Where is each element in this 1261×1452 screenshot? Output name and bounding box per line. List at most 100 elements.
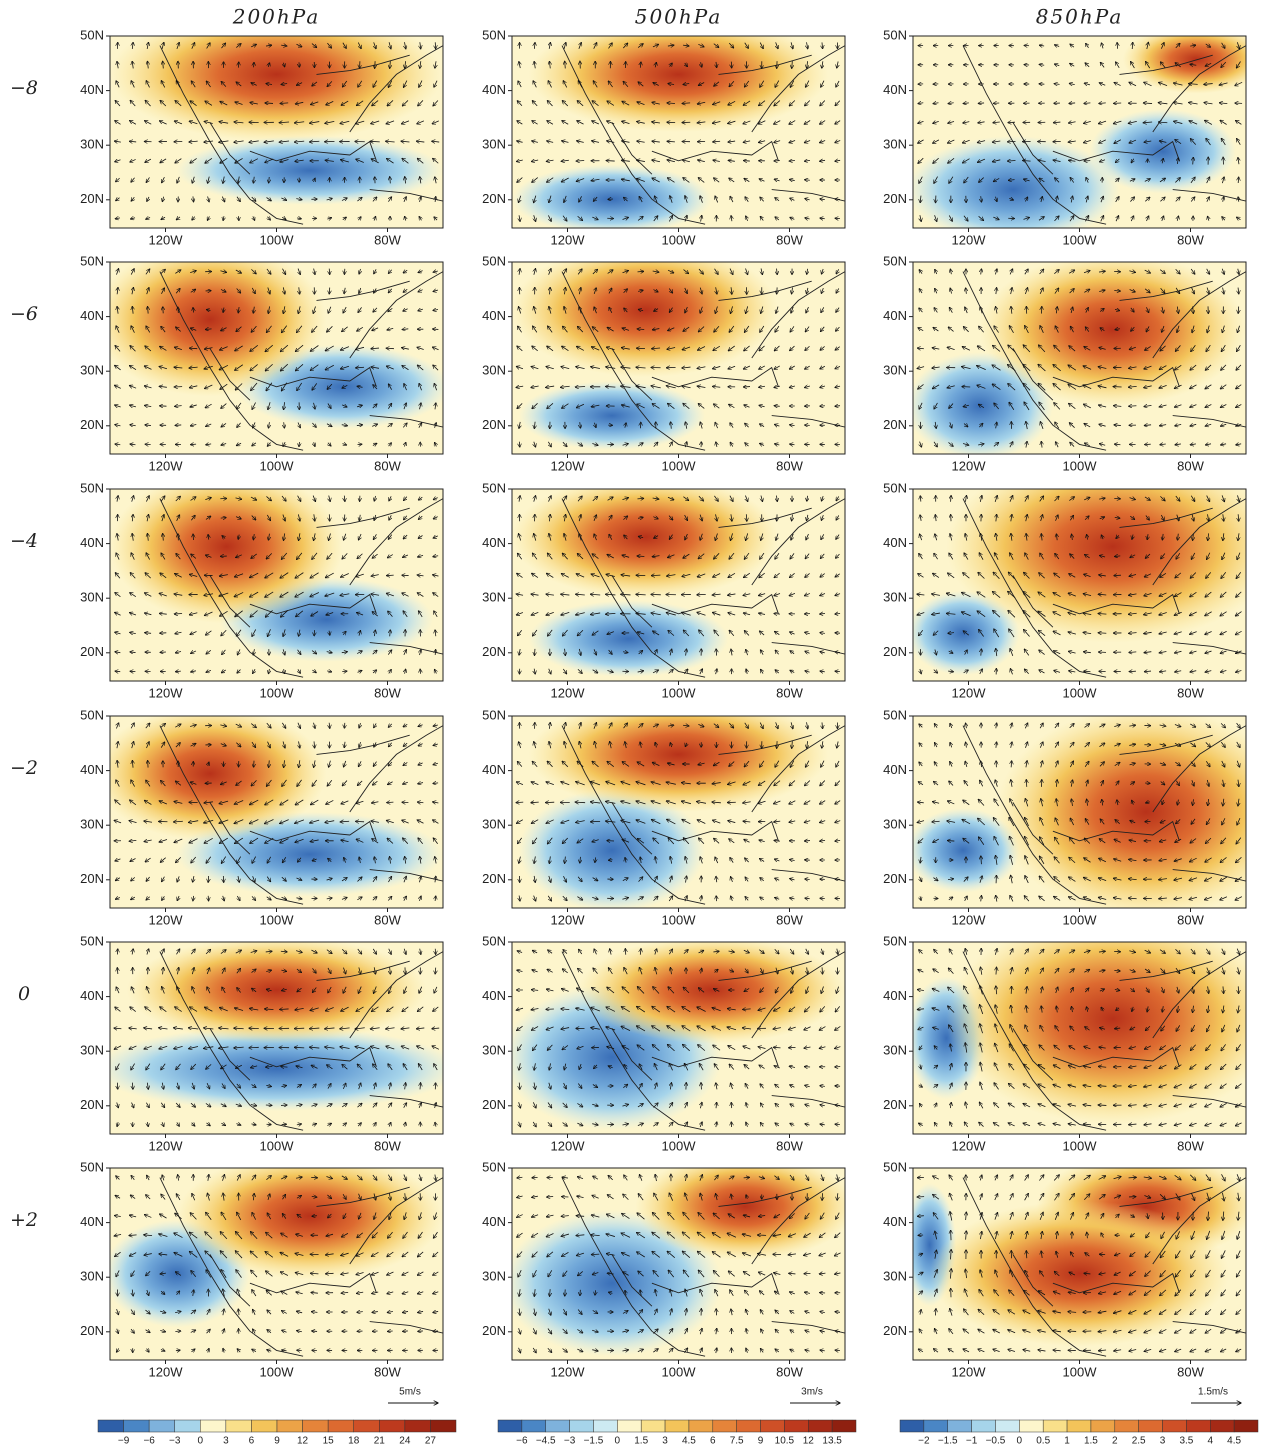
lat-tick-label: 20N — [482, 417, 506, 432]
wind-vector — [386, 575, 393, 576]
lon-tick-label: 80W — [776, 912, 803, 927]
wind-vector — [1117, 42, 1118, 48]
colorbar-box — [593, 1420, 617, 1432]
colorbar-box — [303, 1420, 329, 1432]
wind-vector — [1007, 141, 1015, 142]
lat-tick-label: 50N — [80, 933, 104, 948]
map-panel — [512, 697, 845, 912]
wind-vector — [193, 307, 194, 312]
colorbar-label: 3 — [223, 1436, 229, 1447]
lon-tick-label: 100W — [260, 685, 295, 700]
lon-tick-label: 80W — [776, 232, 803, 247]
colorbar-label: −0.5 — [986, 1436, 1006, 1447]
colorbar-label: 6 — [710, 1436, 716, 1447]
wind-vector — [178, 534, 179, 541]
lat-tick-label: 20N — [482, 871, 506, 886]
lon-tick-label: 100W — [662, 232, 697, 247]
map-panel — [906, 913, 1261, 1134]
wind-vector — [418, 1331, 423, 1332]
colorbar-label: −4.5 — [536, 1436, 556, 1447]
colorbar-label: 12 — [297, 1436, 309, 1447]
reference-vector-label: 1.5m/s — [1198, 1387, 1228, 1398]
colorbar-label: −3 — [564, 1436, 576, 1447]
lat-tick-label: 20N — [80, 1323, 104, 1338]
lon-tick-label: 100W — [260, 458, 295, 473]
colorbar-label: 2.5 — [1132, 1436, 1146, 1447]
lat-tick-label: 20N — [883, 1323, 907, 1338]
colorbar-label: 24 — [399, 1436, 411, 1447]
column-title: 500hPa — [635, 5, 723, 29]
lon-tick-label: 80W — [374, 232, 401, 247]
colorbar-box — [226, 1420, 252, 1432]
lon-tick-label: 80W — [1177, 685, 1204, 700]
map-panel — [906, 451, 1261, 681]
row-label: −8 — [10, 77, 38, 99]
colorbar-label: 13.5 — [822, 1436, 842, 1447]
lat-tick-label: 40N — [482, 535, 506, 550]
wind-vector — [1238, 514, 1239, 521]
colorbar-label: −6 — [516, 1436, 528, 1447]
map-panel — [906, 252, 1246, 459]
colorbar-label: 7.5 — [730, 1436, 744, 1447]
wind-vector — [297, 1350, 302, 1351]
lon-tick-label: 120W — [149, 685, 184, 700]
wind-vector — [608, 860, 612, 861]
lat-tick-label: 30N — [80, 1269, 104, 1284]
wind-vector — [636, 594, 646, 595]
wind-vector — [777, 287, 778, 294]
lon-tick-label: 80W — [374, 458, 401, 473]
colorbar-label: 27 — [425, 1436, 437, 1447]
lat-tick-label: 50N — [482, 933, 506, 948]
anomaly-shading — [529, 697, 829, 812]
colorbar-box — [948, 1420, 972, 1432]
colorbar-label: 2 — [1112, 1436, 1118, 1447]
lon-tick-label: 80W — [374, 912, 401, 927]
lat-tick-label: 50N — [80, 480, 104, 495]
map-panel — [903, 1153, 1256, 1360]
map-panel — [906, 706, 1261, 917]
lat-tick-label: 40N — [482, 1214, 506, 1229]
lon-tick-label: 120W — [952, 1364, 987, 1379]
colorbar-label: 21 — [374, 1436, 386, 1447]
row-label: −6 — [10, 303, 38, 325]
column-title: 200hPa — [232, 5, 321, 29]
colorbar-box — [617, 1420, 641, 1432]
lat-tick-label: 40N — [80, 82, 104, 97]
lon-tick-label: 100W — [662, 1364, 697, 1379]
lat-tick-label: 50N — [883, 253, 907, 268]
wind-vector — [175, 425, 181, 426]
lat-tick-label: 20N — [80, 417, 104, 432]
colorbar-box — [737, 1420, 761, 1432]
row-label: +2 — [10, 1209, 38, 1231]
lon-tick-label: 80W — [776, 1364, 803, 1379]
lat-tick-label: 50N — [80, 27, 104, 42]
wind-vector — [1238, 307, 1239, 314]
colorbar-label: 4.5 — [682, 1436, 696, 1447]
lon-tick-label: 80W — [1177, 232, 1204, 247]
lat-tick-label: 40N — [80, 535, 104, 550]
lat-tick-label: 40N — [883, 82, 907, 97]
lon-tick-label: 80W — [1177, 1364, 1204, 1379]
colorbar-box — [1019, 1420, 1043, 1432]
lat-tick-label: 30N — [80, 817, 104, 832]
lon-tick-label: 80W — [374, 685, 401, 700]
wind-vector — [805, 898, 810, 899]
wind-vector — [390, 177, 391, 184]
wind-vector — [835, 1124, 840, 1125]
lat-tick-label: 20N — [80, 1097, 104, 1112]
wind-vector — [820, 614, 825, 615]
lon-tick-label: 120W — [551, 458, 586, 473]
colorbar-label: −1 — [966, 1436, 978, 1447]
colorbar-box — [713, 1420, 737, 1432]
lat-tick-label: 30N — [482, 817, 506, 832]
colorbar-box — [808, 1420, 832, 1432]
wind-vector — [1026, 1251, 1027, 1259]
lat-tick-label: 40N — [80, 988, 104, 1003]
colorbar-box — [1115, 1420, 1139, 1432]
lon-tick-label: 100W — [1063, 685, 1098, 700]
lon-tick-label: 100W — [260, 1138, 295, 1153]
wind-vector — [280, 1009, 289, 1010]
colorbar-box — [149, 1420, 175, 1432]
lat-tick-label: 50N — [883, 480, 907, 495]
colorbar-label: 1 — [1064, 1436, 1070, 1447]
